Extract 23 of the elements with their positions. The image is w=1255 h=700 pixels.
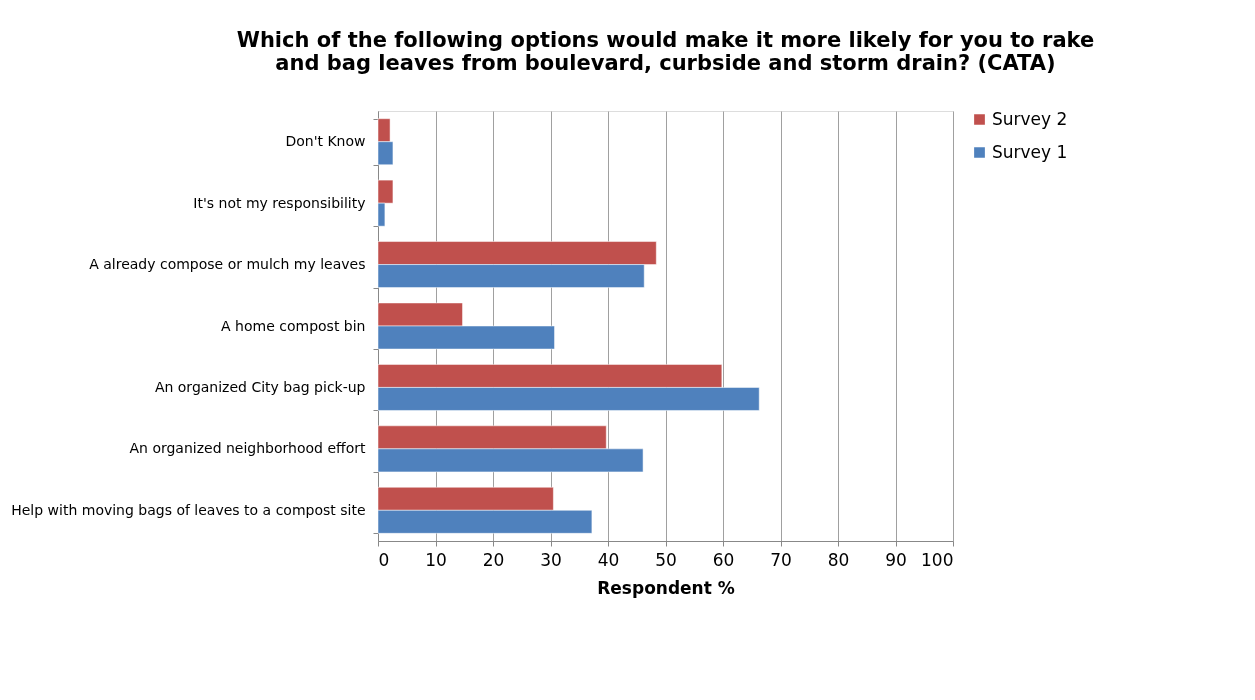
x-tick-label: 90 bbox=[885, 549, 907, 570]
y-tick-label: A home compost bin bbox=[221, 317, 366, 334]
x-tick-label: 20 bbox=[482, 549, 505, 570]
x-tick-label: 10 bbox=[425, 549, 447, 570]
y-tick-label: An organized neighborhood effort bbox=[129, 440, 367, 457]
y-tick-label: An organized City bag pick-up bbox=[154, 378, 366, 395]
x-tick-label: 50 bbox=[655, 549, 677, 570]
y-tick-label: A already compose or mulch my leaves bbox=[89, 256, 366, 273]
text: and bag leaves from boulevard, curbside and storm drain? (CATA) bbox=[275, 51, 1056, 75]
x-tick-label: 60 bbox=[712, 549, 735, 570]
x-tick-label: 40 bbox=[597, 549, 620, 570]
x-tick-label: 30 bbox=[540, 549, 562, 570]
x-axis-title: Respondent % bbox=[597, 577, 735, 598]
y-tick-label: It's not my responsibility bbox=[193, 194, 366, 211]
x-tick-label: 0 bbox=[378, 549, 390, 570]
y-tick-label: Help with moving bags of leaves to a compost site bbox=[11, 501, 366, 518]
text: Which of the following options would make it more likely for you to rake bbox=[236, 28, 1095, 52]
x-tick-label: 100 bbox=[921, 549, 954, 570]
x-tick-label: 80 bbox=[827, 549, 850, 570]
y-tick-label: Don't Know bbox=[285, 133, 366, 150]
legend-label: Survey 1 bbox=[992, 141, 1068, 162]
legend-label: Survey 2 bbox=[992, 108, 1068, 129]
x-tick-label: 70 bbox=[770, 549, 792, 570]
